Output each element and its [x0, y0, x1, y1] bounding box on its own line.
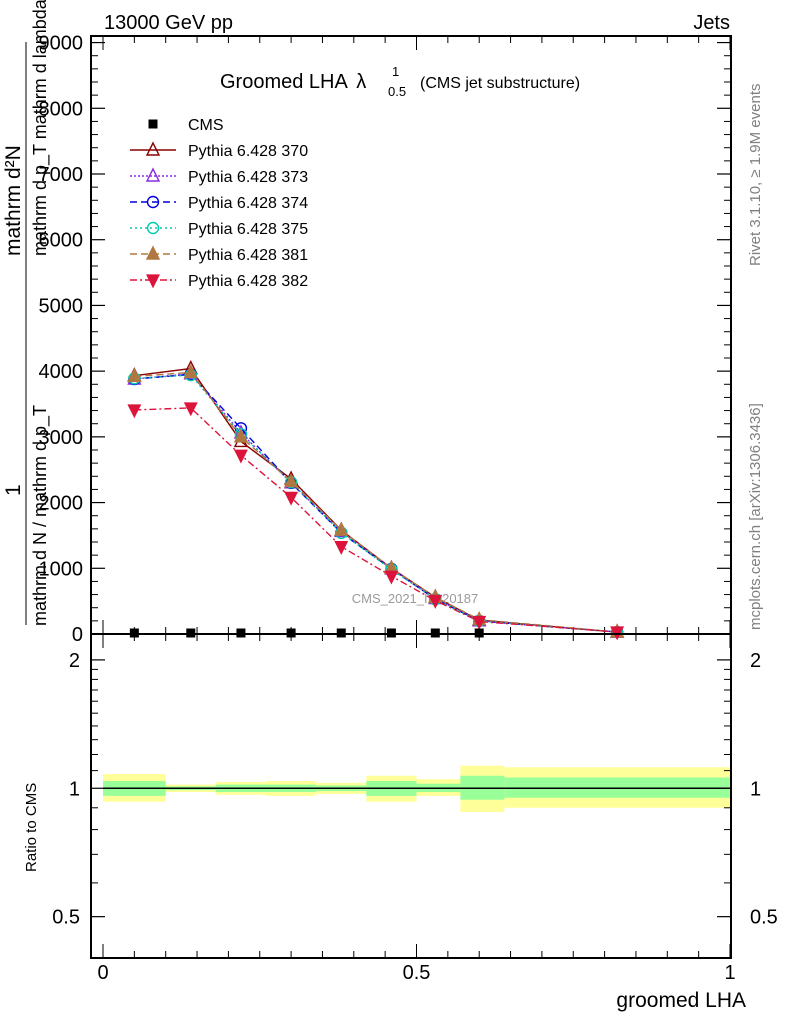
series-point [183, 363, 198, 379]
ratio-y-tick-label-right: 1 [750, 778, 761, 800]
header-category-label: Jets [693, 12, 730, 34]
x-tick-label: 0 [97, 962, 108, 984]
main-y-tick-label: 0 [72, 624, 83, 646]
analysis-watermark: CMS_2021_I1920187 [352, 591, 479, 606]
legend-item: Pythia 6.428 382 [130, 273, 308, 290]
ratio-y-tick-label: 2 [69, 650, 80, 672]
legend-marker [146, 221, 160, 235]
y-label-line-4: mathrm d N / mathrm d p_T [30, 405, 51, 626]
main-y-tick-label: 8000 [39, 98, 84, 120]
series-point [283, 472, 299, 488]
series-point [334, 521, 349, 536]
ratio-ticks: 0.5 0.5 1 1 2 2 0 0.5 1 [52, 634, 778, 984]
chart-title-sup: 1 [392, 64, 399, 79]
series-point [233, 449, 248, 464]
legend-item: Pythia 6.428 373 [130, 167, 308, 186]
x-tick-label: 0.5 [403, 962, 431, 984]
legend-label: Pythia 6.428 375 [188, 221, 308, 238]
chart-title-text: Groomed LHA [220, 71, 348, 93]
series-point [127, 367, 142, 383]
y-label-line-2: mathrm d p_T mathrm d lambda [30, 0, 51, 256]
x-axis-label: groomed LHA [616, 989, 746, 1012]
legend-marker [148, 119, 158, 129]
chart-subtitle: (CMS jet substructure) [420, 75, 580, 92]
main-y-ticks: 0 1000 2000 3000 4000 5000 6000 7000 8000 9000 [39, 33, 731, 646]
rivet-version-label: Rivet 3.1.10, ≥ 1.9M events [747, 84, 764, 267]
series-point [428, 594, 443, 609]
series-point [233, 428, 249, 443]
legend-marker [146, 195, 160, 209]
main-plot-frame [90, 35, 732, 635]
legend-item: Pythia 6.428 375 [130, 221, 308, 238]
legend-marker [145, 141, 161, 156]
chart-title-sub: 0.5 [388, 84, 406, 99]
legend-label: Pythia 6.428 374 [188, 195, 308, 212]
legend-item: Pythia 6.428 374 [130, 195, 308, 212]
legend-marker [145, 167, 161, 182]
mcplots-label: mcplots.cern.ch [arXiv:1306.3436] [747, 403, 764, 630]
main-y-tick-label: 9000 [39, 33, 84, 55]
series-point [384, 570, 399, 585]
main-y-tick-label: 3000 [39, 427, 84, 449]
ratio-y-tick-label-right: 2 [750, 650, 761, 672]
main-y-tick-label: 7000 [39, 164, 84, 186]
legend-item: Pythia 6.428 381 [130, 245, 308, 264]
legend-label: CMS [188, 117, 224, 134]
series-5 [127, 402, 625, 641]
legend-item: Pythia 6.428 370 [130, 141, 308, 160]
series-point [284, 491, 299, 506]
main-y-axis-label: mathrm d²N mathrm d p_T mathrm d lambda … [2, 0, 51, 626]
ratio-y-tick-label: 1 [69, 778, 80, 800]
legend-item-cms: CMS [148, 117, 224, 134]
ratio-y-tick-label: 0.5 [52, 907, 80, 929]
main-y-tick-label: 5000 [39, 295, 84, 317]
legend-label: Pythia 6.428 373 [188, 169, 308, 186]
y-label-line-3: 1 [2, 484, 25, 496]
legend-marker [146, 274, 160, 289]
series-point [127, 404, 142, 419]
legend-label: Pythia 6.428 370 [188, 143, 308, 160]
series-point [183, 402, 198, 417]
main-y-tick-label: 6000 [39, 230, 84, 252]
main-y-tick-label: 1000 [39, 558, 84, 580]
x-tick-label: 1 [724, 962, 735, 984]
chart-title: Groomed LHA λ [220, 71, 366, 93]
chart-title-symbol: λ [356, 71, 366, 93]
main-y-tick-label: 4000 [39, 361, 84, 383]
ratio-plot-frame [90, 633, 732, 959]
ratio-y-tick-label-right: 0.5 [750, 907, 778, 929]
series-4 [127, 363, 625, 638]
y-label-line-1: mathrm d²N [2, 145, 25, 256]
main-y-tick-label: 2000 [39, 493, 84, 515]
legend-marker [145, 245, 161, 260]
series-point [472, 615, 487, 630]
legend-label: Pythia 6.428 382 [188, 273, 308, 290]
series-point [334, 540, 349, 555]
ratio-y-axis-label: Ratio to CMS [23, 783, 40, 872]
legend: CMS Pythia 6.428 370 Pythia 6.428 373 Pythi… [130, 117, 308, 290]
header-energy-label: 13000 GeV pp [104, 12, 233, 34]
legend-label: Pythia 6.428 381 [188, 247, 308, 264]
